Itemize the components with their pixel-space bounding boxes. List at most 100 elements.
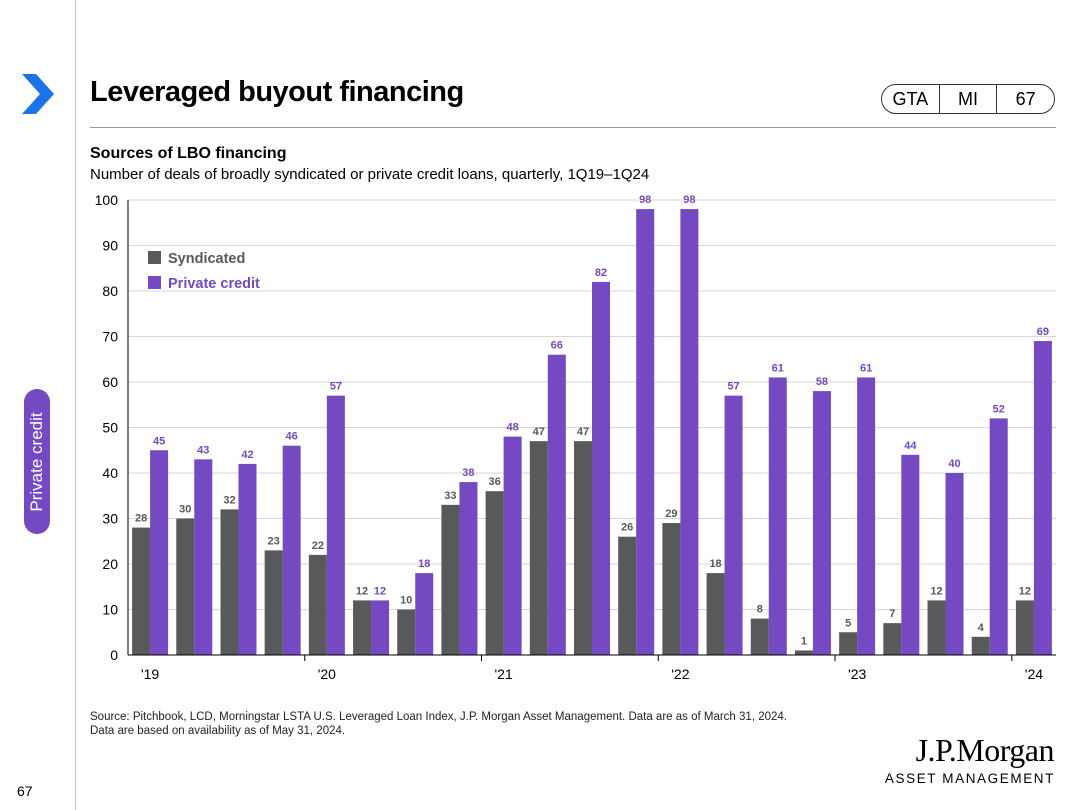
data-label-syndicated: 12	[1019, 585, 1031, 597]
bar-syndicated-2q23	[883, 623, 902, 655]
data-label-private-credit: 57	[727, 381, 739, 393]
bar-private-credit-3q20	[415, 573, 434, 655]
bar-syndicated-2q19	[176, 518, 195, 655]
data-label-private-credit: 82	[595, 267, 607, 279]
data-label-syndicated: 33	[444, 490, 456, 502]
data-label-syndicated: 29	[665, 508, 677, 520]
data-label-private-credit: 52	[993, 403, 1005, 415]
data-label-syndicated: 7	[889, 608, 895, 620]
tag-gta[interactable]: GTA	[892, 88, 929, 109]
bar-private-credit-4q22	[812, 391, 831, 655]
data-label-private-credit: 40	[948, 458, 960, 470]
data-label-syndicated: 5	[845, 617, 851, 629]
bar-syndicated-2q21	[529, 441, 548, 655]
data-label-syndicated: 36	[488, 476, 500, 488]
tag-page[interactable]: 67	[996, 85, 1054, 113]
y-tick-label-50: 50	[102, 420, 118, 436]
data-label-syndicated: 47	[533, 426, 545, 438]
x-year-label: '23	[848, 666, 866, 682]
data-label-syndicated: 12	[356, 585, 368, 597]
data-label-syndicated: 10	[400, 595, 412, 607]
bar-private-credit-4q20	[459, 482, 478, 655]
data-label-syndicated: 18	[709, 558, 721, 570]
y-tick-label-40: 40	[102, 465, 118, 481]
data-label-private-credit: 61	[860, 362, 872, 374]
bar-syndicated-1q23	[839, 632, 858, 655]
bar-syndicated-1q21	[485, 491, 504, 655]
bar-syndicated-4q21	[618, 536, 637, 655]
y-tick-label-70: 70	[102, 329, 118, 345]
bar-private-credit-1q20	[326, 395, 345, 655]
y-tick-label-30: 30	[102, 511, 118, 527]
tag-mi[interactable]: MI	[938, 85, 997, 113]
data-label-private-credit: 43	[197, 444, 209, 456]
bar-syndicated-4q20	[441, 504, 460, 655]
data-label-syndicated: 4	[978, 622, 985, 634]
data-label-syndicated: 1	[801, 635, 807, 647]
bar-private-credit-4q19	[282, 445, 301, 655]
bar-syndicated-1q19	[132, 527, 151, 655]
left-margin-line	[75, 0, 76, 810]
chart-title: Sources of LBO financing	[90, 145, 287, 162]
bar-syndicated-3q20	[397, 609, 416, 655]
data-label-private-credit: 45	[153, 435, 165, 447]
bar-syndicated-2q22	[706, 573, 725, 655]
bars	[132, 209, 1052, 655]
bar-private-credit-1q21	[503, 436, 522, 655]
x-year-label: '21	[494, 666, 512, 682]
bar-private-credit-3q21	[592, 281, 610, 655]
legend-swatch-syndicated	[148, 251, 161, 264]
data-label-private-credit: 46	[286, 431, 298, 443]
legend-swatch-private-credit	[148, 276, 161, 289]
bar-private-credit-2q19	[194, 459, 213, 655]
data-label-private-credit: 69	[1037, 326, 1049, 338]
data-label-private-credit: 38	[462, 467, 474, 479]
x-year-label: '19	[141, 666, 159, 682]
page-number: 67	[17, 783, 33, 799]
data-label-private-credit: 42	[241, 449, 253, 461]
bar-syndicated-3q22	[750, 618, 769, 655]
data-label-private-credit: 61	[772, 362, 784, 374]
data-label-syndicated: 47	[577, 426, 589, 438]
data-label-syndicated: 32	[223, 494, 235, 506]
tag-pill: GTA MI 67	[881, 84, 1055, 114]
x-year-label: '20	[318, 666, 336, 682]
bar-private-credit-1q24	[1033, 341, 1052, 655]
side-tab-private-credit[interactable]: Private credit	[24, 389, 50, 534]
x-year-label: '22	[671, 666, 689, 682]
bar-private-credit-3q22	[768, 377, 787, 655]
data-label-syndicated: 23	[268, 535, 280, 547]
data-label-syndicated: 30	[179, 504, 191, 516]
bar-private-credit-2q20	[371, 600, 390, 655]
data-label-syndicated: 22	[312, 540, 324, 552]
data-label-private-credit: 18	[418, 558, 430, 570]
data-label-private-credit: 58	[816, 376, 828, 388]
x-year-label: '24	[1025, 666, 1043, 682]
data-label-private-credit: 44	[904, 440, 917, 452]
jpmorgan-logo: J.P.Morgan	[915, 732, 1055, 768]
y-tick-label-90: 90	[102, 238, 118, 254]
source-line-2: Data are based on availability as of May…	[90, 725, 346, 737]
source-note: Source: Pitchbook, LCD, Morningstar LSTA…	[90, 710, 787, 738]
title-divider	[90, 127, 1056, 128]
data-label-syndicated: 28	[135, 513, 147, 525]
y-tick-label-60: 60	[102, 374, 118, 390]
bar-syndicated-3q23	[927, 600, 946, 655]
data-label-private-credit: 12	[374, 585, 386, 597]
bar-syndicated-2q20	[353, 600, 372, 655]
data-label-private-credit: 48	[506, 422, 518, 434]
axes: 0 10 20 30 40 50 60 70 80 90 100 '19 '20 '21 '22 '23 '24	[95, 192, 1056, 682]
bar-syndicated-4q23	[971, 636, 990, 655]
chevron-right-icon	[22, 74, 54, 114]
bar-private-credit-1q23	[857, 377, 876, 655]
legend-label-syndicated: Syndicated	[168, 251, 245, 267]
bar-private-credit-2q23	[901, 454, 920, 655]
bar-private-credit-3q19	[238, 463, 257, 655]
bar-private-credit-1q22	[680, 209, 699, 655]
y-tick-label-0: 0	[110, 647, 118, 663]
bar-syndicated-4q22	[794, 650, 813, 655]
page-title: Leveraged buyout financing	[90, 76, 464, 108]
legend: Syndicated Private credit	[148, 251, 260, 292]
data-label-private-credit: 57	[330, 381, 342, 393]
